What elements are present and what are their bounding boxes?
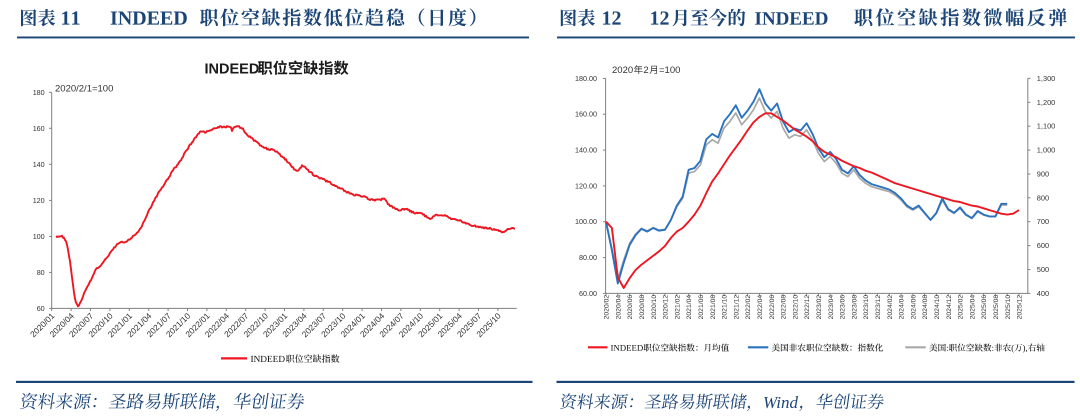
svg-text:1,100: 1,100	[1037, 122, 1056, 131]
svg-text:2020/06: 2020/06	[627, 295, 634, 320]
svg-text:2024/06: 2024/06	[910, 295, 917, 320]
svg-text:140: 140	[33, 160, 45, 169]
svg-text:2024/12: 2024/12	[946, 295, 953, 320]
svg-text:120.00: 120.00	[575, 181, 597, 190]
svg-text:1,300: 1,300	[1037, 74, 1056, 83]
svg-text:2023/08: 2023/08	[851, 295, 858, 320]
svg-text:2020: 2020	[612, 65, 633, 76]
svg-text:2020/10: 2020/10	[651, 295, 658, 320]
svg-text:600: 600	[1037, 241, 1049, 250]
svg-text:1,200: 1,200	[1037, 98, 1056, 107]
svg-text:2024/04: 2024/04	[899, 295, 906, 320]
svg-text:2021/12: 2021/12	[733, 295, 740, 320]
svg-text:2022/02: 2022/02	[745, 295, 752, 320]
svg-text:2021/04: 2021/04	[686, 295, 693, 320]
svg-text:1,000: 1,000	[1037, 146, 1056, 155]
svg-text:2024/08: 2024/08	[922, 295, 929, 320]
svg-text:60.00: 60.00	[579, 289, 597, 298]
svg-text:2020/08: 2020/08	[639, 295, 646, 320]
svg-text:140.00: 140.00	[575, 146, 597, 155]
svg-text:2022/12: 2022/12	[804, 295, 811, 320]
svg-text:500: 500	[1037, 265, 1049, 274]
svg-text:2021/08: 2021/08	[710, 295, 717, 320]
svg-text:2022/10: 2022/10	[792, 295, 799, 320]
svg-text:2023/12: 2023/12	[875, 295, 882, 320]
svg-text:2: 2	[643, 65, 648, 76]
svg-text:2024/10: 2024/10	[934, 295, 941, 320]
svg-text:2022/04: 2022/04	[757, 295, 764, 320]
svg-text:160.00: 160.00	[575, 110, 597, 119]
svg-text:2021/02: 2021/02	[674, 295, 681, 320]
svg-text:2023/10: 2023/10	[863, 295, 870, 320]
svg-text:60: 60	[37, 304, 45, 313]
svg-text:80: 80	[37, 268, 45, 277]
svg-text:2020/2/1=100: 2020/2/1=100	[55, 83, 113, 94]
svg-text:700: 700	[1037, 217, 1049, 226]
svg-text:2023/06: 2023/06	[840, 295, 847, 320]
svg-text:2022/08: 2022/08	[781, 295, 788, 320]
svg-text:2020/12: 2020/12	[663, 295, 670, 320]
svg-text:160: 160	[33, 124, 45, 133]
svg-text:800: 800	[1037, 193, 1049, 202]
svg-text:400: 400	[1037, 289, 1049, 298]
svg-text:2025/02: 2025/02	[958, 295, 965, 320]
svg-text:2023/04: 2023/04	[828, 295, 835, 320]
svg-text:100: 100	[33, 232, 45, 241]
svg-text:120: 120	[33, 196, 45, 205]
svg-text:2021/10: 2021/10	[722, 295, 729, 320]
svg-text:900: 900	[1037, 169, 1049, 178]
svg-text:100.00: 100.00	[575, 217, 597, 226]
svg-text:2020/04: 2020/04	[615, 295, 622, 320]
svg-text:2023/02: 2023/02	[816, 295, 823, 320]
svg-text:2022/06: 2022/06	[769, 295, 776, 320]
svg-text:80.00: 80.00	[579, 253, 597, 262]
svg-text:180.00: 180.00	[575, 74, 597, 83]
svg-text:2025/06: 2025/06	[981, 295, 988, 320]
svg-text:2021/06: 2021/06	[698, 295, 705, 320]
svg-text:180: 180	[33, 88, 45, 97]
svg-text:INDEED: INDEED	[205, 62, 260, 78]
svg-text:2025/08: 2025/08	[993, 295, 1000, 320]
svg-text:2025/12: 2025/12	[1017, 295, 1024, 320]
svg-text:2020/02: 2020/02	[604, 295, 611, 320]
svg-text:2025/04: 2025/04	[969, 295, 976, 320]
svg-text:2025/10: 2025/10	[1005, 295, 1012, 320]
svg-text:Wind: Wind	[763, 393, 798, 412]
svg-text:=100: =100	[659, 65, 680, 76]
svg-text:2024/02: 2024/02	[887, 295, 894, 320]
